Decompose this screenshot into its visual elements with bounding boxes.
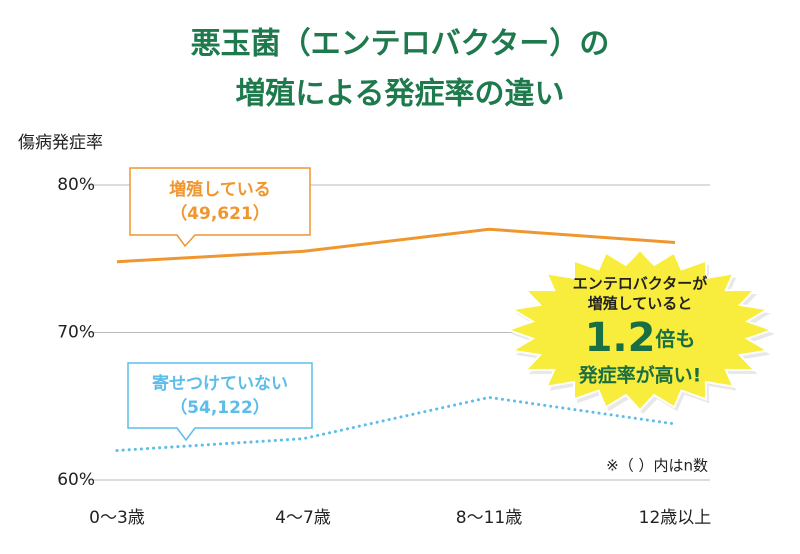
plot: [115, 227, 677, 452]
x-tick-label: 0〜3歳: [89, 508, 145, 528]
x-tick-label: 4〜7歳: [275, 508, 331, 528]
legend-sub: （54,122）: [170, 397, 270, 418]
chart-title: 悪玉菌（エンテロバクター）の: [191, 27, 610, 62]
series-line: [116, 227, 676, 264]
annotation-suffix: 倍も: [655, 327, 695, 351]
callout-box: [129, 167, 311, 248]
y-axis-label: 傷病発症率: [18, 133, 103, 153]
annotation-text: 増殖していると: [588, 295, 693, 313]
annotation-ratio-line: 1.2倍も: [585, 315, 696, 361]
note: ※（ ）内はn数: [606, 457, 708, 475]
legend-label: 寄せつけていない: [152, 373, 288, 394]
legend-label: 増殖している: [169, 179, 271, 200]
legend-sub: （49,621）: [170, 203, 270, 224]
y-tick-label: 80%: [57, 175, 95, 195]
starburst: [504, 248, 776, 412]
series-line: [115, 395, 677, 452]
annotation-ratio: 1.2: [585, 315, 656, 361]
chart-title: 増殖による発症率の違い: [235, 77, 564, 112]
y-tick-label: 70%: [57, 323, 95, 343]
y-tick-label: 60%: [57, 470, 95, 490]
annotation-text: 発症率が高い!: [578, 364, 702, 387]
x-tick-label: 12歳以上: [639, 508, 712, 528]
x-tick-label: 8〜11歳: [456, 508, 522, 528]
annotation-text: エンテロバクターが: [573, 275, 708, 293]
callout-box: [127, 362, 313, 442]
